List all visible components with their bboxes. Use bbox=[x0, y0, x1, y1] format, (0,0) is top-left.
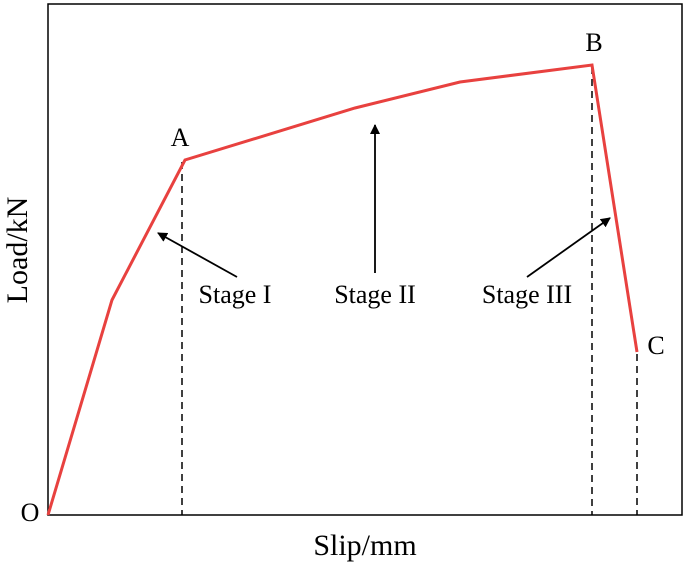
point-label: O bbox=[21, 498, 40, 527]
guide-lines bbox=[181, 67, 638, 515]
y-axis-label: Load/kN bbox=[1, 197, 34, 304]
point-label: B bbox=[585, 28, 602, 57]
stage-label: Stage II bbox=[334, 280, 416, 309]
stage-label: Stage III bbox=[482, 280, 572, 309]
stage-arrow bbox=[526, 217, 611, 278]
point-label: A bbox=[171, 123, 190, 152]
stage-arrow bbox=[157, 232, 238, 278]
stage-label: Stage I bbox=[199, 280, 272, 309]
plot-frame bbox=[47, 3, 683, 516]
stage-arrows bbox=[157, 124, 611, 278]
load-slip-curve bbox=[46, 63, 639, 516]
x-axis-label: Slip/mm bbox=[313, 529, 416, 562]
point-label: C bbox=[647, 331, 664, 360]
